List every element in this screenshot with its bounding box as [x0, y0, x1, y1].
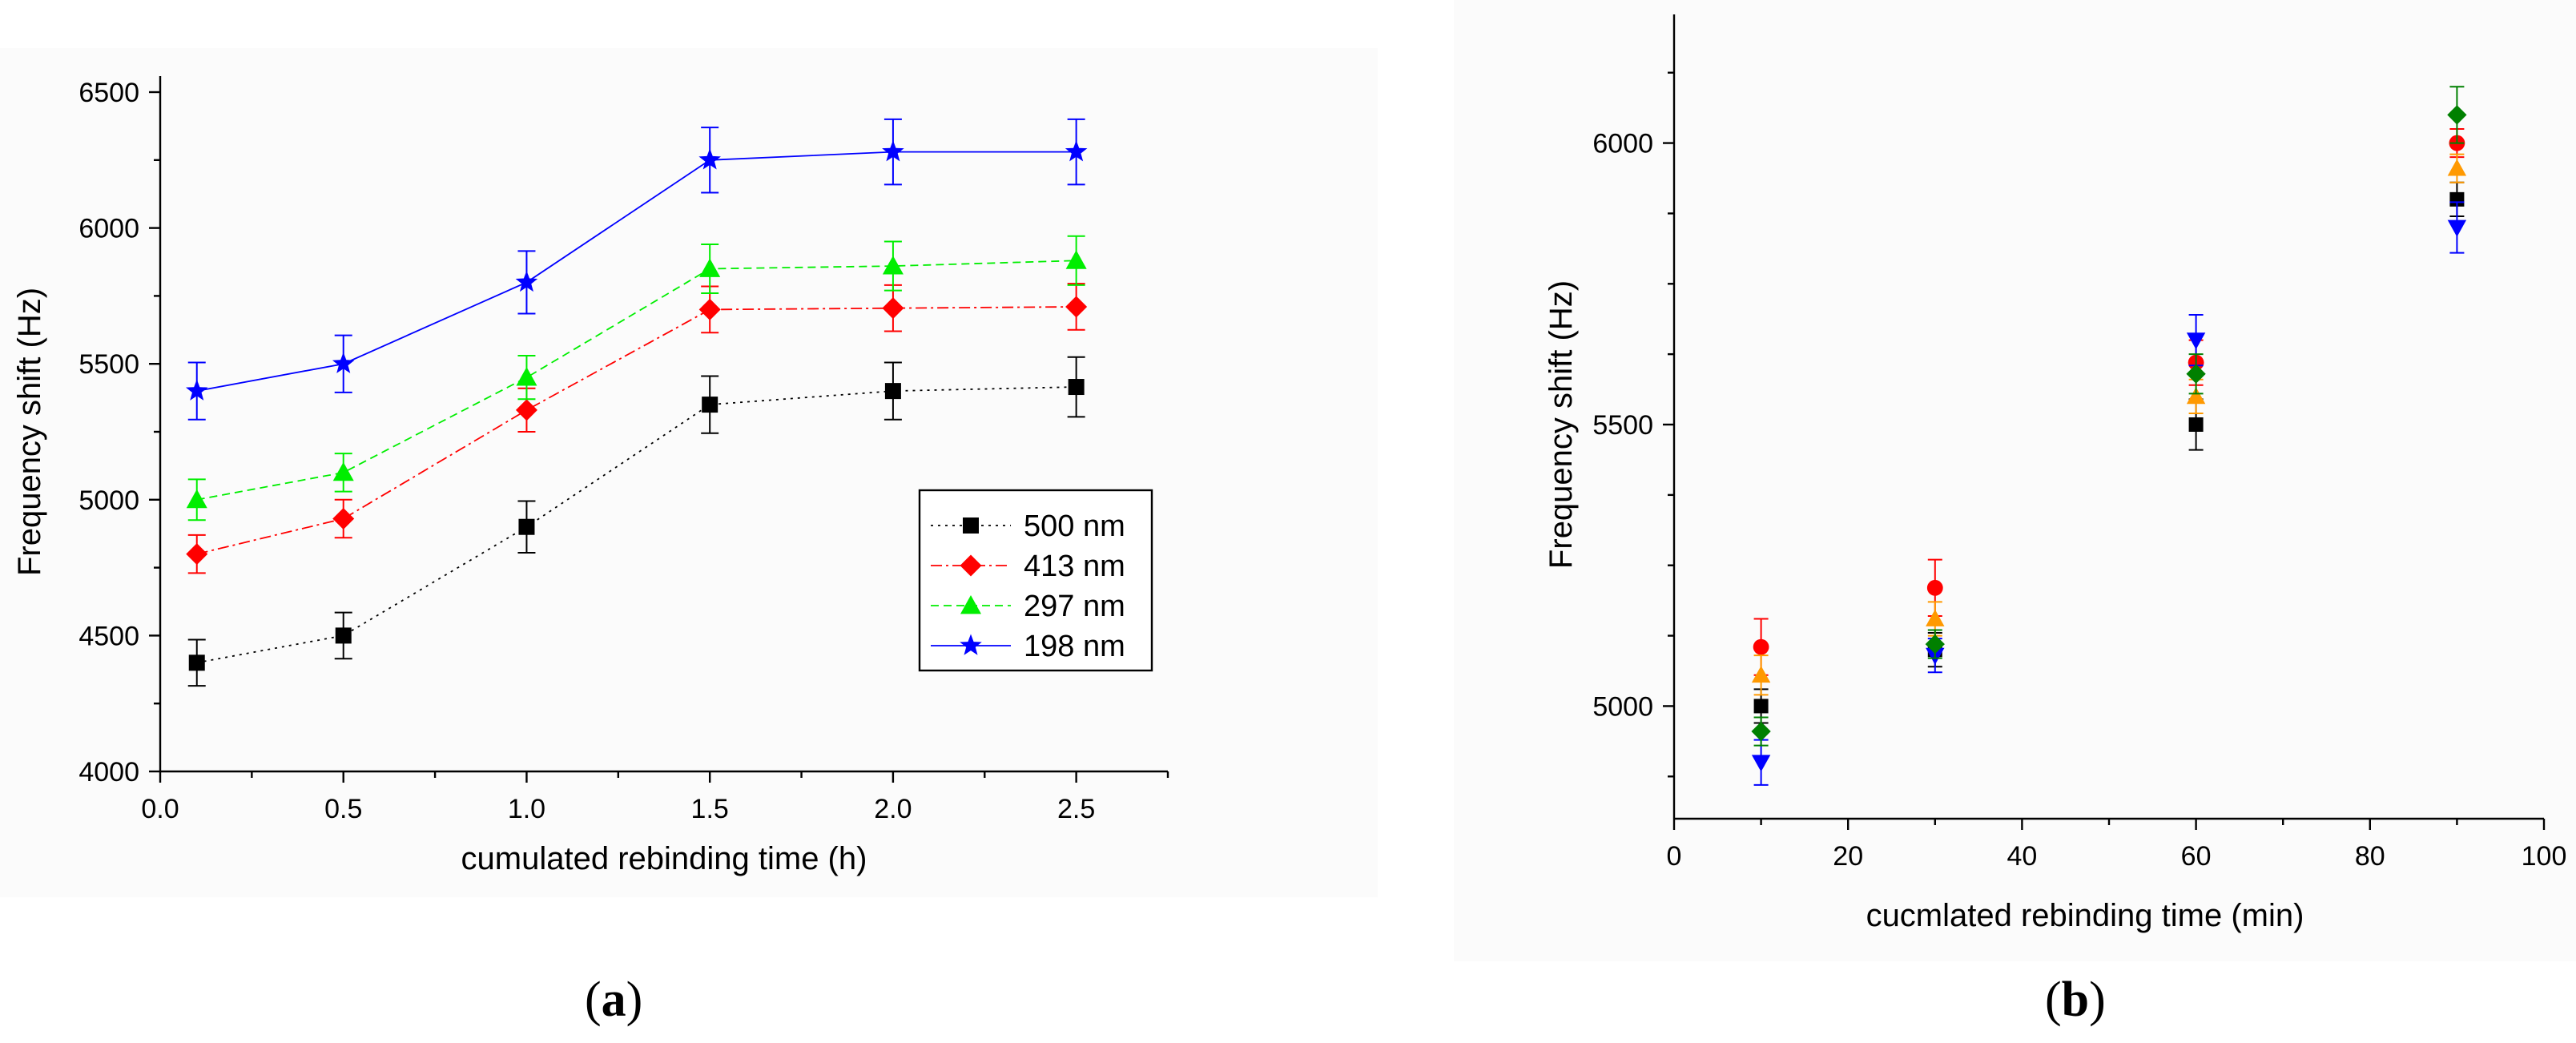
x-tick-label: 40 [2006, 841, 2037, 872]
data-point [1926, 579, 1943, 596]
data-point [1751, 755, 1771, 772]
data-point [1065, 250, 1087, 269]
data-point [2447, 219, 2467, 237]
x-tick-label: 20 [1833, 841, 1863, 872]
y-tick-label: 6000 [78, 214, 139, 244]
data-point [188, 654, 205, 671]
data-point [2186, 387, 2206, 405]
x-axis-title: cucmlated rebinding time (min) [1866, 898, 2304, 933]
data-point [698, 298, 721, 320]
data-point [335, 627, 352, 644]
x-tick-label: 0.5 [324, 794, 362, 824]
data-point [1753, 638, 1769, 655]
data-point [1068, 379, 1085, 396]
legend: 500 nm 413 nm 297 nm 198 nm [918, 489, 1153, 672]
legend-box [918, 489, 1153, 672]
y-tick-label: 5500 [1592, 410, 1653, 441]
data-point [1925, 634, 1945, 654]
x-tick-label: 2.5 [1057, 794, 1095, 824]
data-point [884, 383, 901, 400]
y-tick-label: 5000 [1592, 691, 1653, 722]
series-3 [1751, 201, 2467, 786]
data-point [1753, 699, 1769, 714]
legend-item-3: 198 nm [931, 630, 1125, 663]
data-point [2186, 332, 2206, 350]
data-point [882, 297, 904, 320]
data-point [2188, 417, 2204, 432]
chart-b-background [1454, 0, 2576, 961]
y-tick-label: 4500 [78, 621, 139, 651]
series-2 [1751, 153, 2467, 696]
panel-b-label: (b) [2045, 973, 2106, 1027]
data-point [1065, 296, 1088, 318]
legend-marker [960, 595, 981, 614]
y-axis-title: Frequency shift (Hz) [12, 288, 47, 576]
data-point [2447, 159, 2467, 176]
x-tick-label: 100 [2522, 841, 2567, 872]
data-point [332, 461, 354, 481]
chart-b: 0 20 40 60 80 100 5000 5500 6000 cucmlated rebind… [1454, 0, 2576, 961]
x-tick-label: 0.0 [141, 794, 179, 824]
x-axis-title: cumulated rebinding time (h) [461, 841, 867, 876]
data-point [698, 148, 721, 170]
x-tick-label: 2.0 [874, 794, 912, 824]
series-0 [187, 356, 1085, 687]
legend-marker [963, 517, 979, 534]
data-point [332, 352, 355, 373]
series-line [196, 151, 1077, 392]
series-3 [185, 118, 1088, 421]
data-point [882, 256, 904, 275]
series-line [196, 306, 1077, 555]
legend-item-0: 500 nm [931, 509, 1125, 543]
series-line [196, 386, 1077, 664]
data-point [699, 258, 721, 277]
data-point [1751, 666, 1771, 683]
legend-item-1: 413 nm [931, 550, 1125, 583]
data-point [518, 518, 535, 535]
legend-marker [960, 634, 982, 655]
data-point [1065, 140, 1088, 162]
legend-label: 198 nm [1024, 630, 1125, 663]
x-tick-label: 80 [2355, 841, 2385, 872]
y-tick-label: 5000 [78, 485, 139, 516]
data-point [2447, 105, 2467, 125]
legend-marker [960, 554, 982, 577]
y-tick-label: 6500 [78, 78, 139, 108]
chart-a-background [0, 48, 1378, 897]
x-tick-label: 1.5 [691, 794, 729, 824]
data-point [1926, 609, 1945, 626]
series-line [196, 260, 1077, 501]
data-point [186, 543, 208, 566]
x-tick-label: 0 [1667, 841, 1682, 872]
legend-item-2: 297 nm [931, 590, 1125, 623]
y-tick-label: 6000 [1592, 129, 1653, 159]
legend-label: 413 nm [1024, 550, 1125, 583]
data-point [515, 399, 537, 421]
data-point [515, 270, 538, 292]
data-point [186, 489, 207, 509]
y-tick-label: 5500 [78, 349, 139, 380]
series-2 [186, 235, 1087, 522]
y-tick-label: 4000 [78, 757, 139, 787]
data-point [702, 397, 718, 413]
data-point [516, 367, 537, 386]
x-tick-label: 1.0 [508, 794, 545, 824]
data-point [185, 379, 208, 401]
y-axis-title: Frequency shift (Hz) [1544, 280, 1579, 569]
chart-a: 0.0 0.5 1.0 1.5 2.0 2.5 4000 4500 5000 5500 6000 65… [0, 48, 1378, 897]
data-point [332, 508, 355, 530]
legend-label: 297 nm [1024, 590, 1125, 623]
data-point [2186, 364, 2206, 384]
panel-a-label: (a) [585, 973, 642, 1027]
legend-label: 500 nm [1024, 509, 1125, 543]
x-tick-label: 60 [2181, 841, 2212, 872]
data-point [882, 140, 904, 162]
series-4 [1751, 86, 2467, 747]
data-point [1751, 721, 1771, 742]
